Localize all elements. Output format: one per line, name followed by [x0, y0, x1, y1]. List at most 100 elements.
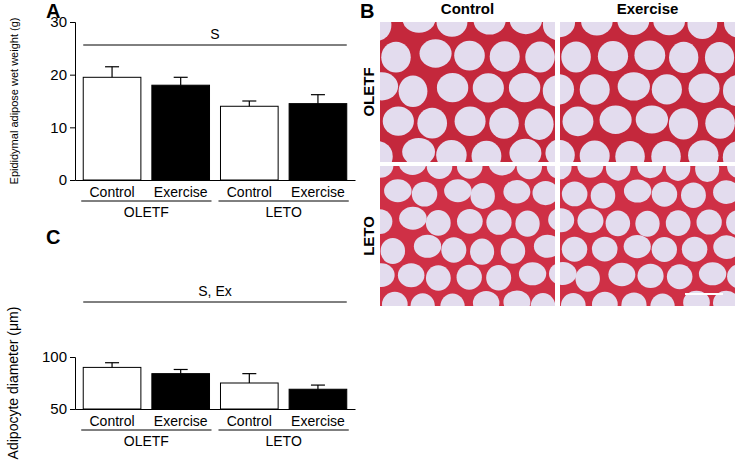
cell [592, 237, 618, 262]
y-axis-title: Adipocyte diameter (μm) [5, 307, 21, 460]
panel-letter: C [46, 226, 60, 248]
cell [412, 182, 438, 207]
y-tick-mark [70, 75, 75, 76]
error-bar [174, 77, 188, 85]
y-tick: 30 [50, 13, 75, 30]
row-label: OLETF [360, 67, 377, 116]
cell [398, 263, 425, 287]
cell [726, 210, 735, 235]
cell [723, 75, 735, 106]
x-tick-label: Exercise [154, 413, 208, 429]
x-axis-line [76, 409, 356, 410]
y-tick-label: 50 [50, 400, 67, 417]
cell [410, 293, 434, 306]
cell [705, 42, 734, 73]
cell [402, 22, 435, 33]
cell [380, 72, 398, 100]
cell [575, 266, 599, 292]
cell [682, 237, 708, 262]
cell [695, 166, 719, 182]
cell [510, 22, 542, 34]
y-axis-line [70, 23, 76, 181]
cell [560, 22, 575, 37]
cell [669, 42, 698, 73]
cell [399, 75, 428, 107]
cell [618, 72, 650, 100]
x-axis: ControlExerciseControlExercise [76, 180, 356, 200]
error-bar-stem [249, 101, 250, 106]
cell [473, 73, 504, 102]
micrograph [560, 22, 735, 162]
cell [519, 262, 546, 285]
error-bar [242, 101, 256, 106]
panel-letter: B [360, 0, 374, 22]
row-label: LETO [360, 216, 377, 256]
cell [560, 166, 572, 180]
x-tick: Exercise [291, 409, 345, 429]
cell [560, 74, 574, 104]
cell [562, 237, 588, 262]
bar [220, 383, 278, 409]
cell [417, 108, 447, 139]
cell [600, 106, 632, 134]
cell [457, 209, 483, 234]
cell [489, 108, 519, 139]
cell [713, 180, 735, 204]
error-bar [105, 67, 119, 78]
cell [560, 262, 577, 285]
cell [457, 265, 482, 290]
error-bar-cap [174, 77, 188, 78]
cell [543, 22, 555, 40]
cell [651, 141, 681, 162]
cell [621, 292, 646, 306]
cell [689, 73, 720, 102]
cell [545, 139, 555, 162]
group-line [81, 201, 211, 202]
cell [534, 235, 555, 258]
cell [380, 22, 391, 41]
y-tick: 10 [50, 119, 75, 136]
significance-line [83, 302, 347, 303]
cell [525, 108, 554, 140]
cell [380, 141, 393, 162]
cell [617, 22, 649, 35]
cell [560, 208, 574, 232]
column-label: Control [441, 0, 494, 17]
cell [509, 139, 541, 162]
x-tick: Control [227, 409, 272, 429]
micrograph-background [560, 22, 735, 162]
cell [517, 166, 542, 179]
bar [152, 374, 210, 409]
cell [382, 292, 408, 306]
cell [608, 263, 635, 286]
figure: A0102030ControlExerciseControlExerciseOL… [0, 0, 741, 461]
y-tick-mark [70, 127, 75, 128]
cell [688, 140, 718, 162]
y-axis-line [70, 358, 76, 410]
bar [83, 77, 141, 180]
error-bar-cap [242, 100, 256, 101]
cell [652, 74, 682, 104]
group-line [218, 201, 348, 202]
cell [681, 182, 706, 208]
x-tick-label: Control [89, 413, 134, 429]
cell [666, 210, 691, 236]
error-bar-stem [180, 369, 181, 373]
cell [472, 141, 502, 162]
y-axis-title: Epididymal adipose wet weight (g) [8, 18, 20, 185]
micrograph [560, 166, 735, 306]
group-label: LETO [265, 204, 301, 220]
cell [454, 41, 485, 71]
cell [669, 108, 698, 139]
cell [503, 180, 530, 203]
cell [457, 166, 483, 179]
x-tick-label: Control [89, 184, 134, 200]
group-line [218, 430, 348, 431]
x-tick-label: Exercise [291, 184, 345, 200]
plot-area [83, 67, 347, 180]
error-bar-stem [317, 385, 318, 389]
cell [427, 166, 453, 179]
bar [83, 367, 141, 409]
cell [426, 210, 451, 236]
cell [380, 209, 392, 234]
